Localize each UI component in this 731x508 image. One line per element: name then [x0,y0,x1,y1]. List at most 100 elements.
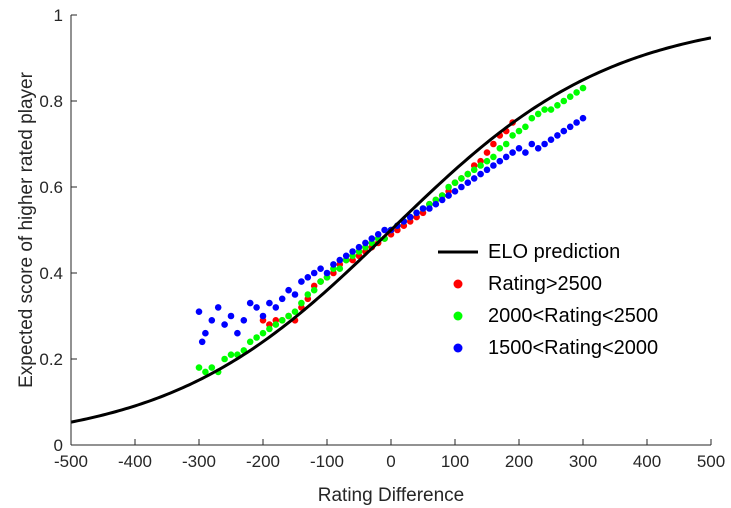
data-point [298,299,305,307]
legend-marker-swatch [453,343,463,353]
data-point [285,286,292,294]
data-point [566,93,574,100]
data-point [573,119,580,126]
data-point [464,179,472,186]
data-point [502,153,510,161]
data-point [355,243,363,251]
data-point [541,140,548,148]
y-tick-label: 0.8 [39,92,63,111]
data-point [317,265,324,273]
data-point [336,265,344,273]
data-point [221,355,228,363]
legend-marker-swatch [453,279,463,289]
data-point [458,183,465,191]
data-point [278,295,286,303]
data-point [362,239,369,247]
data-point [509,132,516,139]
data-point [336,256,344,264]
data-point [470,175,478,182]
data-point [509,149,516,156]
y-tick-label: 1 [54,6,63,25]
data-point [515,145,523,152]
data-point [451,179,459,186]
data-point [381,226,388,234]
data-point [298,278,305,285]
data-point [310,269,318,277]
data-point [208,317,216,324]
data-point [477,162,484,169]
data-point [198,338,206,346]
data-point [496,145,504,152]
x-tick-label: -500 [54,452,88,471]
data-point [259,312,267,320]
x-axis-label: Rating Difference [318,485,464,506]
data-point [266,299,273,307]
x-tick-label: 500 [697,452,725,471]
data-point [573,89,580,96]
data-point [483,149,491,156]
y-ticks: 0 0.2 0.4 0.6 0.8 1 [39,6,77,455]
data-point [304,274,312,281]
legend-marker-swatch [453,311,463,321]
data-point [406,213,414,221]
data-point [560,97,568,105]
data-point [317,278,324,285]
data-point [566,123,574,131]
x-tick-label: -200 [246,452,280,471]
data-point [221,321,228,328]
x-tick-label: 300 [569,452,597,471]
legend-label: ELO prediction [488,241,620,263]
legend-label: Rating>2500 [488,273,602,295]
data-point [490,140,497,148]
data-point [534,110,542,118]
data-point [266,325,273,333]
data-point [227,312,235,320]
data-point [458,175,465,182]
x-ticks: -500 -400 -300 -200 -100 0 100 200 300 400 500 [54,439,725,471]
data-point [554,102,561,109]
data-point [522,149,529,156]
x-tick-label: 200 [505,452,533,471]
data-point [483,157,491,165]
data-point [240,317,248,324]
data-point [470,166,478,174]
data-point [278,317,286,324]
data-point [272,304,280,311]
legend-label: 2000<Rating<2500 [488,305,658,327]
y-tick-label: 0.4 [39,264,63,283]
data-point [502,140,510,148]
data-point [246,338,254,346]
y-tick-label: 0.6 [39,178,63,197]
data-point [432,200,440,208]
x-tick-label: -300 [182,452,216,471]
data-point [227,351,235,359]
series-1500-rating-2000 [195,114,587,346]
data-point [426,205,433,212]
data-point [342,252,350,260]
data-point [579,114,587,122]
data-point [291,291,299,298]
data-point [259,329,267,337]
data-point [445,183,452,191]
x-tick-label: -100 [310,452,344,471]
data-point [541,106,548,113]
data-point [291,308,299,316]
data-point [195,364,203,371]
data-point [374,231,382,238]
data-point [368,235,376,242]
y-tick-label: 0 [54,436,63,455]
data-point [547,106,555,113]
data-point [490,153,497,161]
data-point [496,157,504,165]
data-point [438,196,446,204]
data-point [419,205,427,212]
data-point [490,162,497,169]
data-point [330,261,337,268]
x-tick-label: 0 [386,452,395,471]
data-point [349,248,356,255]
data-point [202,368,209,376]
data-point [208,364,216,371]
data-point [560,127,568,135]
data-point [272,321,280,328]
